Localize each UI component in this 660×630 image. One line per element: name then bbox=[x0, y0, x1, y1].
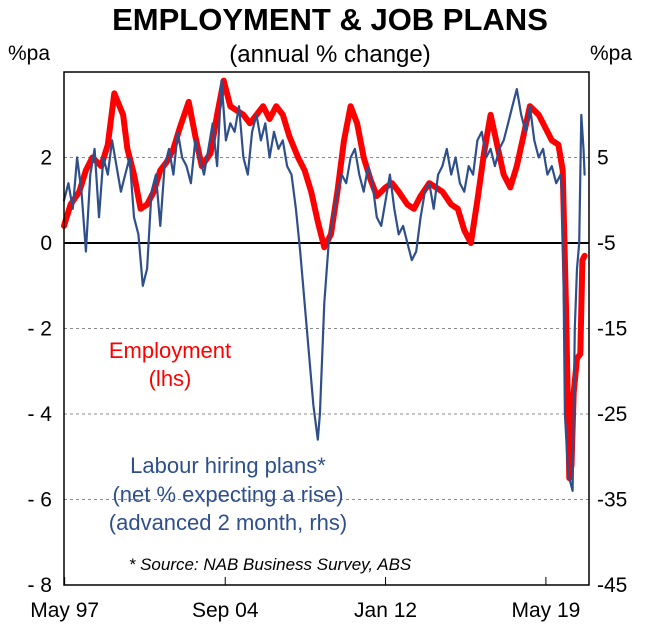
left-tick-label: 2 bbox=[40, 147, 52, 170]
series-group bbox=[61, 77, 588, 492]
left-tick-label: - 8 bbox=[27, 574, 52, 597]
x-axis-ticks: May 97 Sep 04 Jan 12 May 19 bbox=[30, 577, 580, 622]
x-tick-label: May 19 bbox=[511, 599, 580, 622]
left-tick-label: 0 bbox=[40, 232, 52, 255]
hiring-label-line1: Labour hiring plans* bbox=[130, 453, 326, 478]
right-tick-label: -15 bbox=[597, 318, 627, 341]
right-tick-label: -5 bbox=[597, 232, 616, 255]
source-note: * Source: NAB Business Survey, ABS bbox=[129, 555, 412, 574]
left-tick-label: - 4 bbox=[27, 403, 52, 426]
hiring-plans-line bbox=[62, 79, 586, 492]
x-tick-label: May 97 bbox=[30, 599, 99, 622]
left-axis-unit: %pa bbox=[8, 42, 50, 65]
right-tick-label: -35 bbox=[597, 489, 627, 512]
hiring-label-line2: (net % expecting a rise) bbox=[112, 482, 343, 507]
hiring-label-line3: (advanced 2 month, rhs) bbox=[109, 510, 347, 535]
x-tick-label: Sep 04 bbox=[192, 599, 259, 622]
right-tick-label: -25 bbox=[597, 403, 627, 426]
right-axis-ticks: 5 -5 -15 -25 -35 -45 bbox=[597, 147, 627, 598]
right-tick-label: -45 bbox=[597, 574, 627, 597]
right-tick-label: 5 bbox=[597, 147, 609, 170]
chart-subtitle: (annual % change) bbox=[229, 41, 430, 68]
employment-label-line2: (lhs) bbox=[149, 366, 192, 391]
left-tick-label: - 6 bbox=[27, 489, 52, 512]
plot-frame bbox=[63, 71, 590, 586]
employment-label-line1: Employment bbox=[109, 338, 231, 363]
right-axis-unit: %pa bbox=[590, 42, 632, 65]
left-axis-ticks: 2 0 - 2 - 4 - 6 - 8 bbox=[27, 147, 52, 598]
chart-title: EMPLOYMENT & JOB PLANS bbox=[112, 2, 548, 37]
x-tick-label: Jan 12 bbox=[354, 599, 417, 622]
left-tick-label: - 2 bbox=[27, 318, 52, 341]
